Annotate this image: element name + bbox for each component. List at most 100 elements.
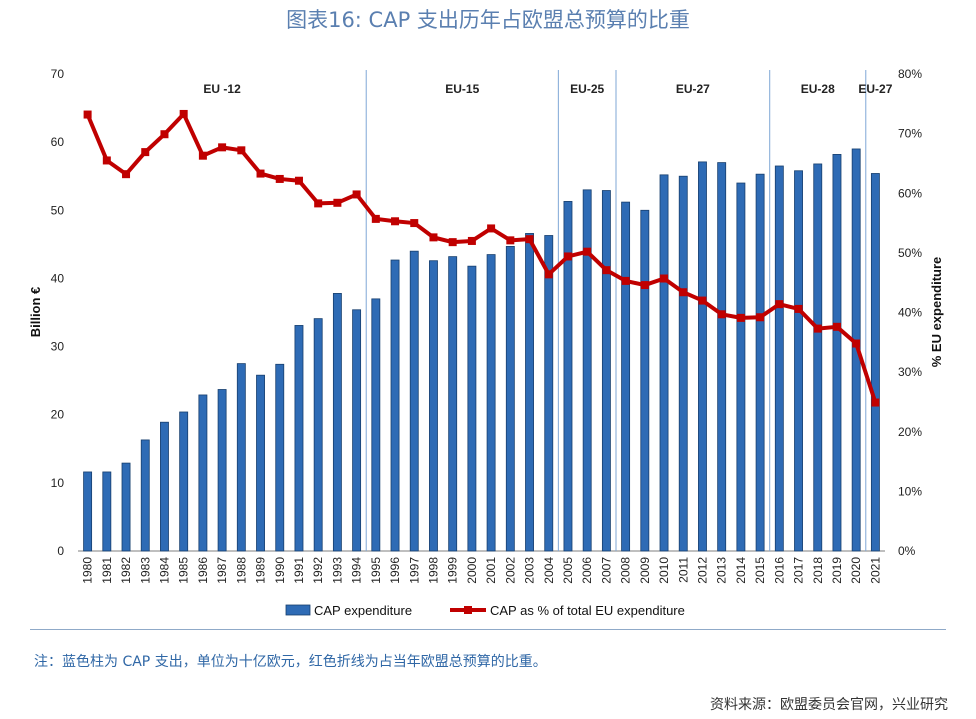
- line-point: [102, 156, 111, 165]
- y-right-tick-label: 80%: [898, 67, 922, 81]
- bar: [371, 298, 381, 552]
- line-point: [198, 151, 207, 160]
- bar: [198, 394, 208, 552]
- x-tick-label: 2004: [542, 557, 556, 584]
- y-left-tick-label: 30: [51, 340, 65, 354]
- bar: [236, 363, 246, 552]
- bar: [659, 174, 669, 552]
- line-point: [871, 398, 880, 407]
- line-point: [256, 169, 265, 178]
- era-label: EU-28: [801, 82, 835, 96]
- x-tick-label: 1988: [234, 557, 248, 584]
- bar: [179, 411, 189, 552]
- x-tick-label: 1981: [100, 557, 114, 584]
- y-right-tick-label: 70%: [898, 127, 922, 141]
- line-point: [448, 238, 457, 247]
- bar: [256, 374, 265, 552]
- line-point: [237, 146, 246, 155]
- x-tick-label: 1987: [215, 557, 229, 584]
- bar: [813, 163, 823, 552]
- line-point: [83, 110, 92, 119]
- x-tick-label: 2011: [676, 557, 690, 583]
- bar: [217, 389, 227, 552]
- x-tick-label: 1985: [177, 557, 191, 584]
- bar: [832, 154, 842, 552]
- x-tick-label: 2002: [503, 557, 517, 584]
- x-tick-label: 1980: [81, 557, 95, 584]
- bar: [678, 175, 688, 552]
- y-right-tick-label: 0%: [898, 544, 916, 558]
- bar: [505, 246, 515, 552]
- line-point: [141, 148, 150, 157]
- bar: [332, 293, 342, 552]
- line-point: [736, 313, 745, 322]
- line-point: [122, 170, 131, 179]
- x-tick-label: 2008: [619, 557, 633, 584]
- line-point: [832, 322, 841, 331]
- x-tick-label: 1989: [254, 557, 268, 584]
- line-point: [583, 247, 592, 256]
- bar: [563, 201, 573, 552]
- line-point: [756, 313, 765, 322]
- line-point: [794, 304, 803, 313]
- bar: [313, 318, 323, 552]
- line-point: [640, 281, 649, 290]
- x-tick-label: 2014: [734, 557, 748, 584]
- x-tick-label: 2018: [811, 557, 825, 584]
- legend-label: CAP expenditure: [314, 603, 412, 618]
- x-tick-label: 1996: [388, 557, 402, 584]
- line-point: [371, 214, 380, 223]
- x-tick-label: 1983: [138, 557, 152, 584]
- x-tick-label: 2009: [638, 557, 652, 584]
- x-tick-label: 2003: [523, 557, 537, 584]
- bar: [486, 254, 496, 552]
- era-label: EU-25: [570, 82, 604, 96]
- bar: [717, 162, 727, 552]
- y-right-tick-label: 30%: [898, 365, 922, 379]
- line-point: [275, 174, 284, 183]
- line-point: [410, 219, 419, 228]
- bar: [640, 209, 650, 552]
- line-point: [487, 224, 496, 233]
- x-tick-label: 2006: [580, 557, 594, 584]
- legend-label: CAP as % of total EU expenditure: [490, 603, 685, 618]
- line-point: [179, 109, 188, 118]
- x-tick-label: 2019: [830, 557, 844, 584]
- line-point: [679, 288, 688, 297]
- bar: [794, 170, 803, 552]
- line-point: [852, 339, 861, 348]
- y-left-tick-label: 20: [51, 408, 65, 422]
- line-point: [218, 143, 227, 152]
- era-label: EU -12: [203, 82, 241, 96]
- chart-title: 图表16: CAP 支出历年占欧盟总预算的比重: [286, 8, 690, 32]
- line-point: [314, 199, 323, 208]
- y-right-tick-label: 50%: [898, 246, 922, 260]
- line-point: [294, 176, 303, 185]
- bar: [102, 471, 112, 552]
- bar: [160, 421, 169, 552]
- legend-swatch-bar: [285, 604, 311, 616]
- bar: [525, 233, 534, 552]
- bar: [409, 250, 419, 552]
- legend-swatch-marker: [464, 606, 472, 614]
- y-left-tick-label: 10: [51, 476, 65, 490]
- bar: [467, 265, 477, 552]
- bar: [275, 363, 285, 552]
- x-tick-label: 1990: [273, 557, 287, 584]
- line-point: [525, 235, 534, 244]
- bar: [140, 439, 150, 552]
- line-point: [352, 190, 361, 199]
- bar: [755, 173, 765, 552]
- bar: [121, 462, 131, 552]
- x-tick-label: 2017: [792, 557, 806, 584]
- x-tick-label: 1992: [311, 557, 325, 584]
- line-point: [621, 276, 630, 285]
- era-label: EU-15: [445, 82, 479, 96]
- x-tick-label: 1993: [330, 557, 344, 584]
- y-right-tick-label: 40%: [898, 306, 922, 320]
- bar: [621, 201, 631, 552]
- y-right-tick-label: 10%: [898, 484, 922, 498]
- bar: [698, 161, 707, 552]
- separator-line: [30, 629, 946, 630]
- line-point: [563, 252, 572, 261]
